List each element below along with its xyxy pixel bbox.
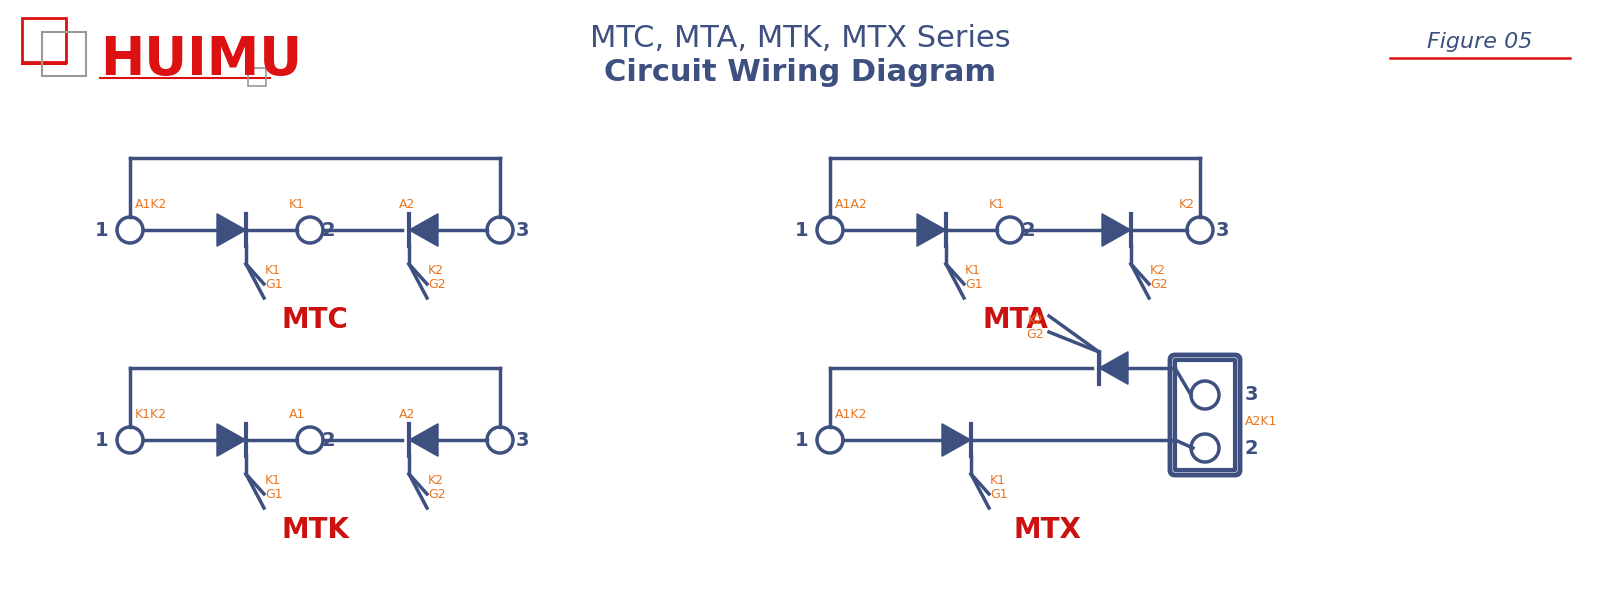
- Text: G1: G1: [990, 488, 1008, 501]
- Text: MTC, MTA, MTK, MTX Series: MTC, MTA, MTK, MTX Series: [590, 24, 1010, 52]
- Text: A1K2: A1K2: [835, 408, 867, 421]
- Text: MTK: MTK: [282, 516, 349, 544]
- Text: 2: 2: [322, 431, 334, 449]
- Text: 1: 1: [94, 431, 109, 449]
- Polygon shape: [410, 214, 438, 246]
- Text: K1: K1: [290, 197, 306, 210]
- Text: K1: K1: [266, 474, 282, 487]
- Text: Figure 05: Figure 05: [1427, 32, 1533, 52]
- Text: K1: K1: [266, 263, 282, 276]
- Polygon shape: [1099, 352, 1128, 384]
- Bar: [248, 68, 266, 86]
- Text: K2: K2: [1027, 313, 1043, 326]
- Text: K1: K1: [965, 263, 981, 276]
- Bar: [1174, 360, 1235, 470]
- Text: K1K2: K1K2: [134, 408, 166, 421]
- Text: 1: 1: [795, 220, 810, 240]
- Text: Circuit Wiring Diagram: Circuit Wiring Diagram: [603, 58, 997, 87]
- Bar: [42, 32, 86, 76]
- Bar: [22, 18, 66, 62]
- Text: MTA: MTA: [982, 306, 1048, 334]
- Text: HUIMU: HUIMU: [99, 34, 302, 86]
- Text: K2: K2: [1179, 197, 1195, 210]
- Text: MTC: MTC: [282, 306, 349, 334]
- Text: 2: 2: [322, 220, 334, 240]
- Polygon shape: [917, 214, 946, 246]
- Text: 3: 3: [1245, 385, 1259, 405]
- Text: A2K1: A2K1: [1245, 415, 1277, 428]
- Text: 2: 2: [1021, 220, 1035, 240]
- Text: K2: K2: [429, 263, 445, 276]
- Polygon shape: [410, 424, 438, 456]
- Text: G1: G1: [266, 277, 283, 290]
- Text: A1A2: A1A2: [835, 197, 867, 210]
- Text: K2: K2: [429, 474, 445, 487]
- Text: 3: 3: [515, 220, 528, 240]
- Text: G2: G2: [1026, 327, 1043, 340]
- Text: 2: 2: [1245, 438, 1259, 458]
- Text: G1: G1: [965, 277, 982, 290]
- Text: K1: K1: [989, 197, 1005, 210]
- Text: A2: A2: [398, 197, 414, 210]
- Text: 1: 1: [795, 431, 810, 449]
- Polygon shape: [218, 424, 246, 456]
- Text: G2: G2: [429, 277, 446, 290]
- Text: G1: G1: [266, 488, 283, 501]
- Text: 3: 3: [515, 431, 528, 449]
- Text: A1: A1: [288, 408, 306, 421]
- Text: K1: K1: [990, 474, 1006, 487]
- Text: G2: G2: [1150, 277, 1168, 290]
- Polygon shape: [1102, 214, 1131, 246]
- Text: G2: G2: [429, 488, 446, 501]
- Text: MTX: MTX: [1013, 516, 1082, 544]
- Text: A2: A2: [398, 408, 414, 421]
- Text: A1K2: A1K2: [134, 197, 168, 210]
- Polygon shape: [218, 214, 246, 246]
- Text: 3: 3: [1216, 220, 1229, 240]
- Polygon shape: [942, 424, 971, 456]
- Text: 1: 1: [94, 220, 109, 240]
- Text: K2: K2: [1150, 263, 1166, 276]
